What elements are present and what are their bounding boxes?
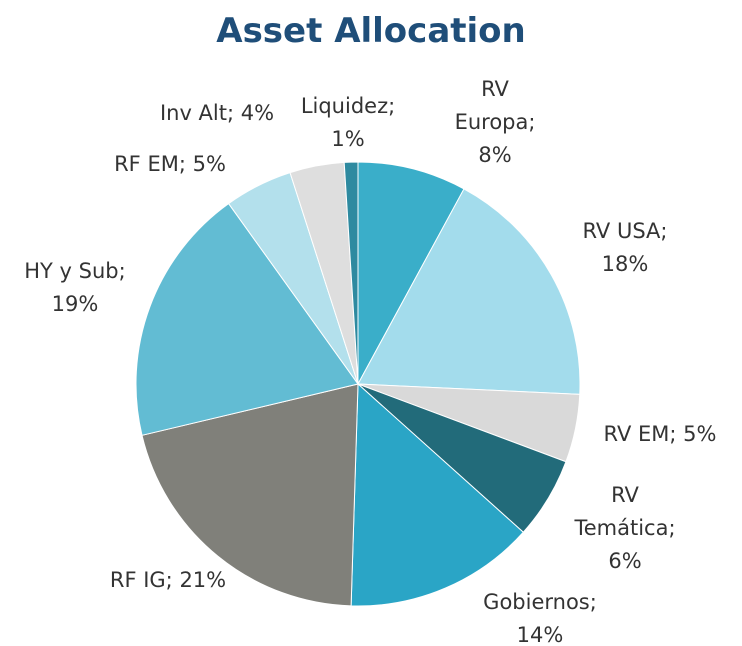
data-label-line: RF EM; 5% xyxy=(114,152,226,176)
data-label-line: RV EM; 5% xyxy=(604,422,717,446)
data-label-line: Gobiernos; xyxy=(483,590,597,614)
data-label-line: Inv Alt; 4% xyxy=(160,101,274,125)
data-label-line: HY y Sub; xyxy=(24,259,125,283)
data-label: HY y Sub; 19% xyxy=(24,259,125,316)
chart-title: Asset Allocation xyxy=(216,11,526,51)
data-label: RV Europa; 8% xyxy=(455,77,536,167)
data-label-line: Temática; xyxy=(573,516,675,540)
data-label-line: RF IG; 21% xyxy=(110,568,226,592)
data-label-line: RV xyxy=(611,483,639,507)
data-label: RV EM; 5% xyxy=(604,422,717,446)
data-label-line: RV xyxy=(481,77,509,101)
data-label-line: 1% xyxy=(331,127,364,151)
data-label: RF IG; 21% xyxy=(110,568,226,592)
data-label: RV Temática; 6% xyxy=(573,483,675,573)
data-label: RF EM; 5% xyxy=(114,152,226,176)
data-label-line: 8% xyxy=(478,143,511,167)
data-label-line: Liquidez; xyxy=(301,94,395,118)
data-label: Liquidez; 1% xyxy=(301,94,395,151)
data-label-line: RV USA; xyxy=(582,219,667,243)
pie-slice xyxy=(141,383,359,607)
data-label-line: Europa; xyxy=(455,110,536,134)
pie-slice xyxy=(350,382,524,607)
pie-slice xyxy=(357,161,465,385)
data-label-line: 18% xyxy=(602,252,649,276)
data-label-line: 14% xyxy=(517,623,564,646)
pie-slice xyxy=(135,202,359,436)
data-label: RV USA; 18% xyxy=(582,219,667,276)
pie-slice xyxy=(357,188,581,395)
data-label-line: 19% xyxy=(52,292,99,316)
pie-slice xyxy=(343,161,359,385)
data-label-line: 6% xyxy=(608,549,641,573)
data-label: Gobiernos; 14% xyxy=(483,590,597,646)
data-label: Inv Alt; 4% xyxy=(160,101,274,125)
